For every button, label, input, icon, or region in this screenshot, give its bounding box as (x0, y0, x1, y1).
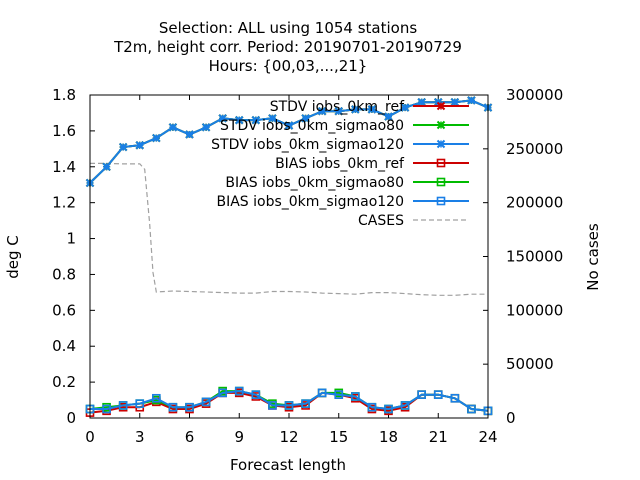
data-point (284, 401, 294, 410)
legend-marker (436, 158, 446, 168)
title-line-3: Hours: {00,03,...,21} (209, 57, 368, 75)
y2-tick-label: 100000 (506, 301, 563, 319)
y-tick-label: 1.8 (52, 86, 76, 104)
legend: STDV iobs_0km_ref STDV iobs_0km_sigmao80 S… (211, 99, 469, 229)
x-tick-label: 12 (279, 428, 298, 446)
x-tick-label: 3 (135, 428, 145, 446)
x-tick-label: 9 (234, 428, 244, 446)
data-point (118, 142, 128, 152)
data-point (118, 401, 128, 410)
data-point (168, 402, 178, 412)
chart-title: Selection: ALL using 1054 stations T2m, … (113, 19, 462, 75)
series-line-5 (90, 390, 489, 412)
data-point (317, 388, 327, 398)
y-tick-label: 0.4 (52, 337, 76, 355)
y-axis-label: deg C (4, 235, 22, 279)
x-tick-label: 6 (185, 428, 195, 446)
data-point (384, 404, 393, 414)
data-point (301, 399, 310, 408)
x-tick-label: 24 (478, 428, 497, 446)
data-point (351, 105, 360, 114)
data-point (433, 390, 443, 399)
y2-tick-label: 200000 (506, 194, 563, 212)
y-tick-label: 0.8 (52, 265, 76, 283)
legend-label: BIAS iobs_0km_sigmao120 (216, 194, 404, 210)
y2-tick-label: 300000 (506, 86, 563, 104)
plot-series (85, 96, 493, 417)
data-point (185, 130, 194, 139)
series-line-6 (90, 162, 488, 296)
x-tick-label: 0 (85, 428, 95, 446)
legend-label: BIAS iobs_0km_ref (275, 156, 405, 172)
y-tick-label: 1 (66, 230, 76, 248)
data-point (102, 404, 111, 414)
y-tick-label: 0 (66, 409, 76, 427)
data-point (400, 401, 410, 410)
legend-marker (436, 196, 446, 206)
data-point (334, 390, 344, 399)
data-point (234, 386, 244, 396)
title-line-1: Selection: ALL using 1054 stations (159, 19, 418, 37)
data-point (152, 133, 161, 143)
data-point (251, 390, 261, 399)
plot-frame (89, 94, 489, 419)
y2-axis-label: No cases (584, 223, 602, 291)
data-point (201, 123, 211, 132)
legend-marker (436, 101, 446, 111)
data-point (135, 399, 145, 408)
x-tick-label: 18 (379, 428, 398, 446)
data-point (201, 397, 211, 407)
y-tick-label: 1.2 (52, 194, 76, 212)
data-point (467, 404, 476, 414)
legend-label: STDV iobs_0km_sigmao120 (211, 137, 404, 153)
data-point (268, 114, 277, 123)
y-tick-label: 0.6 (52, 301, 76, 319)
x-tick-label: 15 (329, 428, 348, 446)
data-point (334, 106, 343, 116)
data-point (268, 401, 277, 410)
data-point (417, 97, 426, 107)
legend-marker (436, 177, 446, 187)
legend-marker (436, 120, 446, 130)
data-point (218, 388, 227, 398)
data-point (367, 402, 377, 412)
legend-label: STDV iobs_0km_ref (270, 99, 405, 115)
data-point (168, 123, 178, 132)
data-point (135, 141, 144, 150)
x-tick-label: 21 (429, 428, 448, 446)
data-point (450, 393, 460, 403)
data-point (367, 105, 377, 114)
data-point (467, 96, 476, 105)
data-point (351, 392, 360, 401)
title-line-2: T2m, height corr. Period: 20190701-20190… (113, 38, 462, 56)
legend-label: CASES (358, 213, 404, 229)
y2-tick-label: 250000 (506, 140, 563, 158)
x-axis-label: Forecast length (230, 456, 346, 474)
y-tick-label: 1.4 (52, 158, 76, 176)
y2-tick-label: 50000 (506, 355, 554, 373)
data-point (450, 97, 460, 107)
data-point (417, 390, 426, 399)
data-point (218, 114, 227, 123)
data-point (102, 162, 111, 171)
y-tick-label: 0.2 (52, 373, 76, 391)
data-point (185, 402, 194, 412)
legend-label: BIAS iobs_0km_sigmao80 (225, 175, 404, 191)
data-point (235, 115, 244, 125)
legend-label: STDV iobs_0km_sigmao80 (220, 118, 404, 134)
data-point (400, 103, 410, 112)
y2-tick-label: 150000 (506, 248, 563, 266)
data-point (284, 121, 294, 130)
legend-marker (436, 139, 446, 149)
axis-ticks: 0 3 6 9 12 15 18 21 24 0 0.2 0.4 0.6 0.8 1 1.2 1.4 1.6 1.8… (52, 86, 563, 446)
data-point (251, 115, 261, 125)
y-tick-label: 1.6 (52, 122, 76, 140)
data-point (301, 114, 310, 123)
y2-tick-label: 0 (506, 409, 516, 427)
data-point (384, 112, 393, 121)
data-point (152, 393, 161, 403)
data-point (317, 106, 327, 116)
